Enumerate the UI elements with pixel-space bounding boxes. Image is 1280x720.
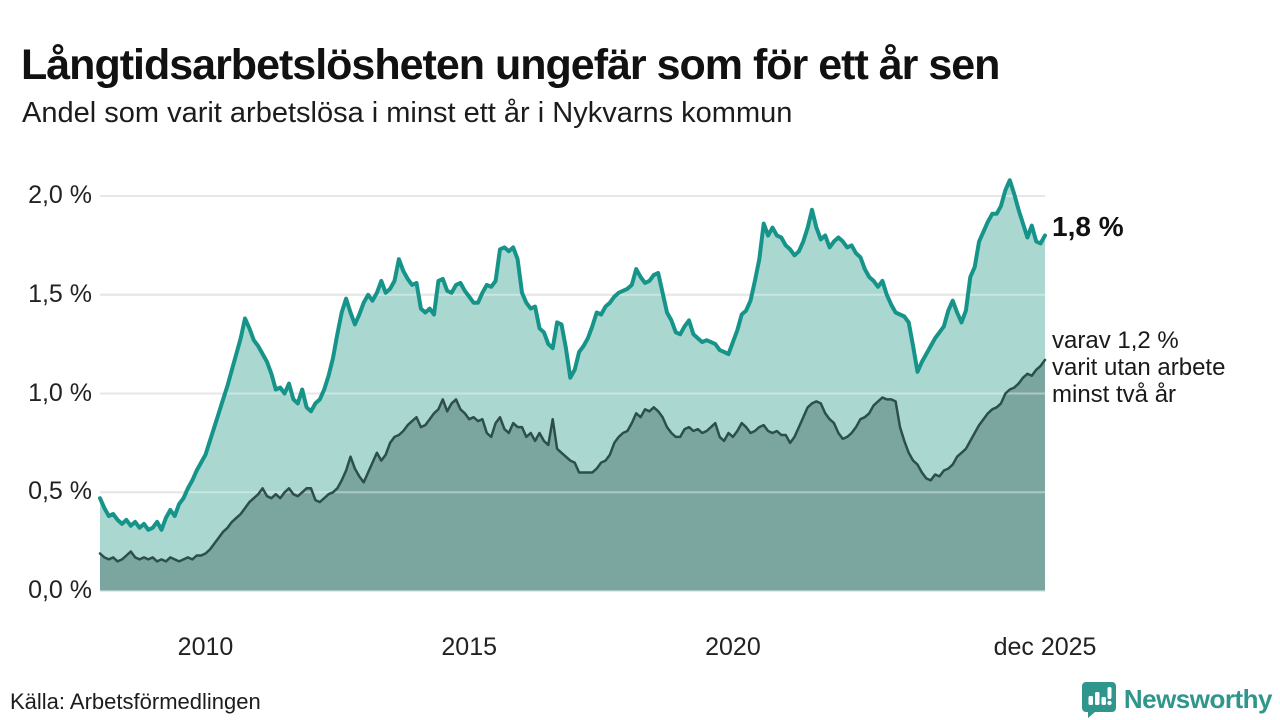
x-axis-label: 2015 — [441, 633, 498, 661]
x-axis-label: 2010 — [177, 633, 234, 661]
series-area-unemployed-2yr — [100, 359, 1045, 591]
x-axis-label: dec 2025 — [993, 633, 1097, 661]
y-axis-label: 2,0 % — [28, 181, 92, 209]
annotation-latest-value: 1,8 % — [1052, 211, 1124, 242]
series-line-unemployed-2yr — [98, 358, 1047, 563]
x-axis-label: 2020 — [705, 633, 761, 661]
page-title: Långtidsarbetslösheten ungefär som för e… — [21, 40, 1000, 89]
newsworthy-wordmark: Newsworthy — [1123, 683, 1273, 714]
y-axis-label: 1,0 % — [28, 378, 92, 407]
chart-subtitle: Andel som varit arbetslösa i minst ett å… — [22, 97, 793, 129]
y-axis-label: 0,0 % — [28, 576, 92, 604]
series-line-unemployed-1yr — [98, 178, 1047, 532]
source-credit: Källa: Arbetsförmedlingen — [10, 689, 261, 714]
y-axis-label: 0,5 % — [28, 477, 92, 506]
annotation-secondary-series: varav 1,2 % varit utan arbete minst två … — [1052, 327, 1226, 408]
newsworthy-logo[interactable]: Newsworthy — [1081, 680, 1273, 718]
y-axis-label: 1,5 % — [28, 279, 92, 308]
newsworthy-bubble-icon — [1081, 681, 1116, 718]
